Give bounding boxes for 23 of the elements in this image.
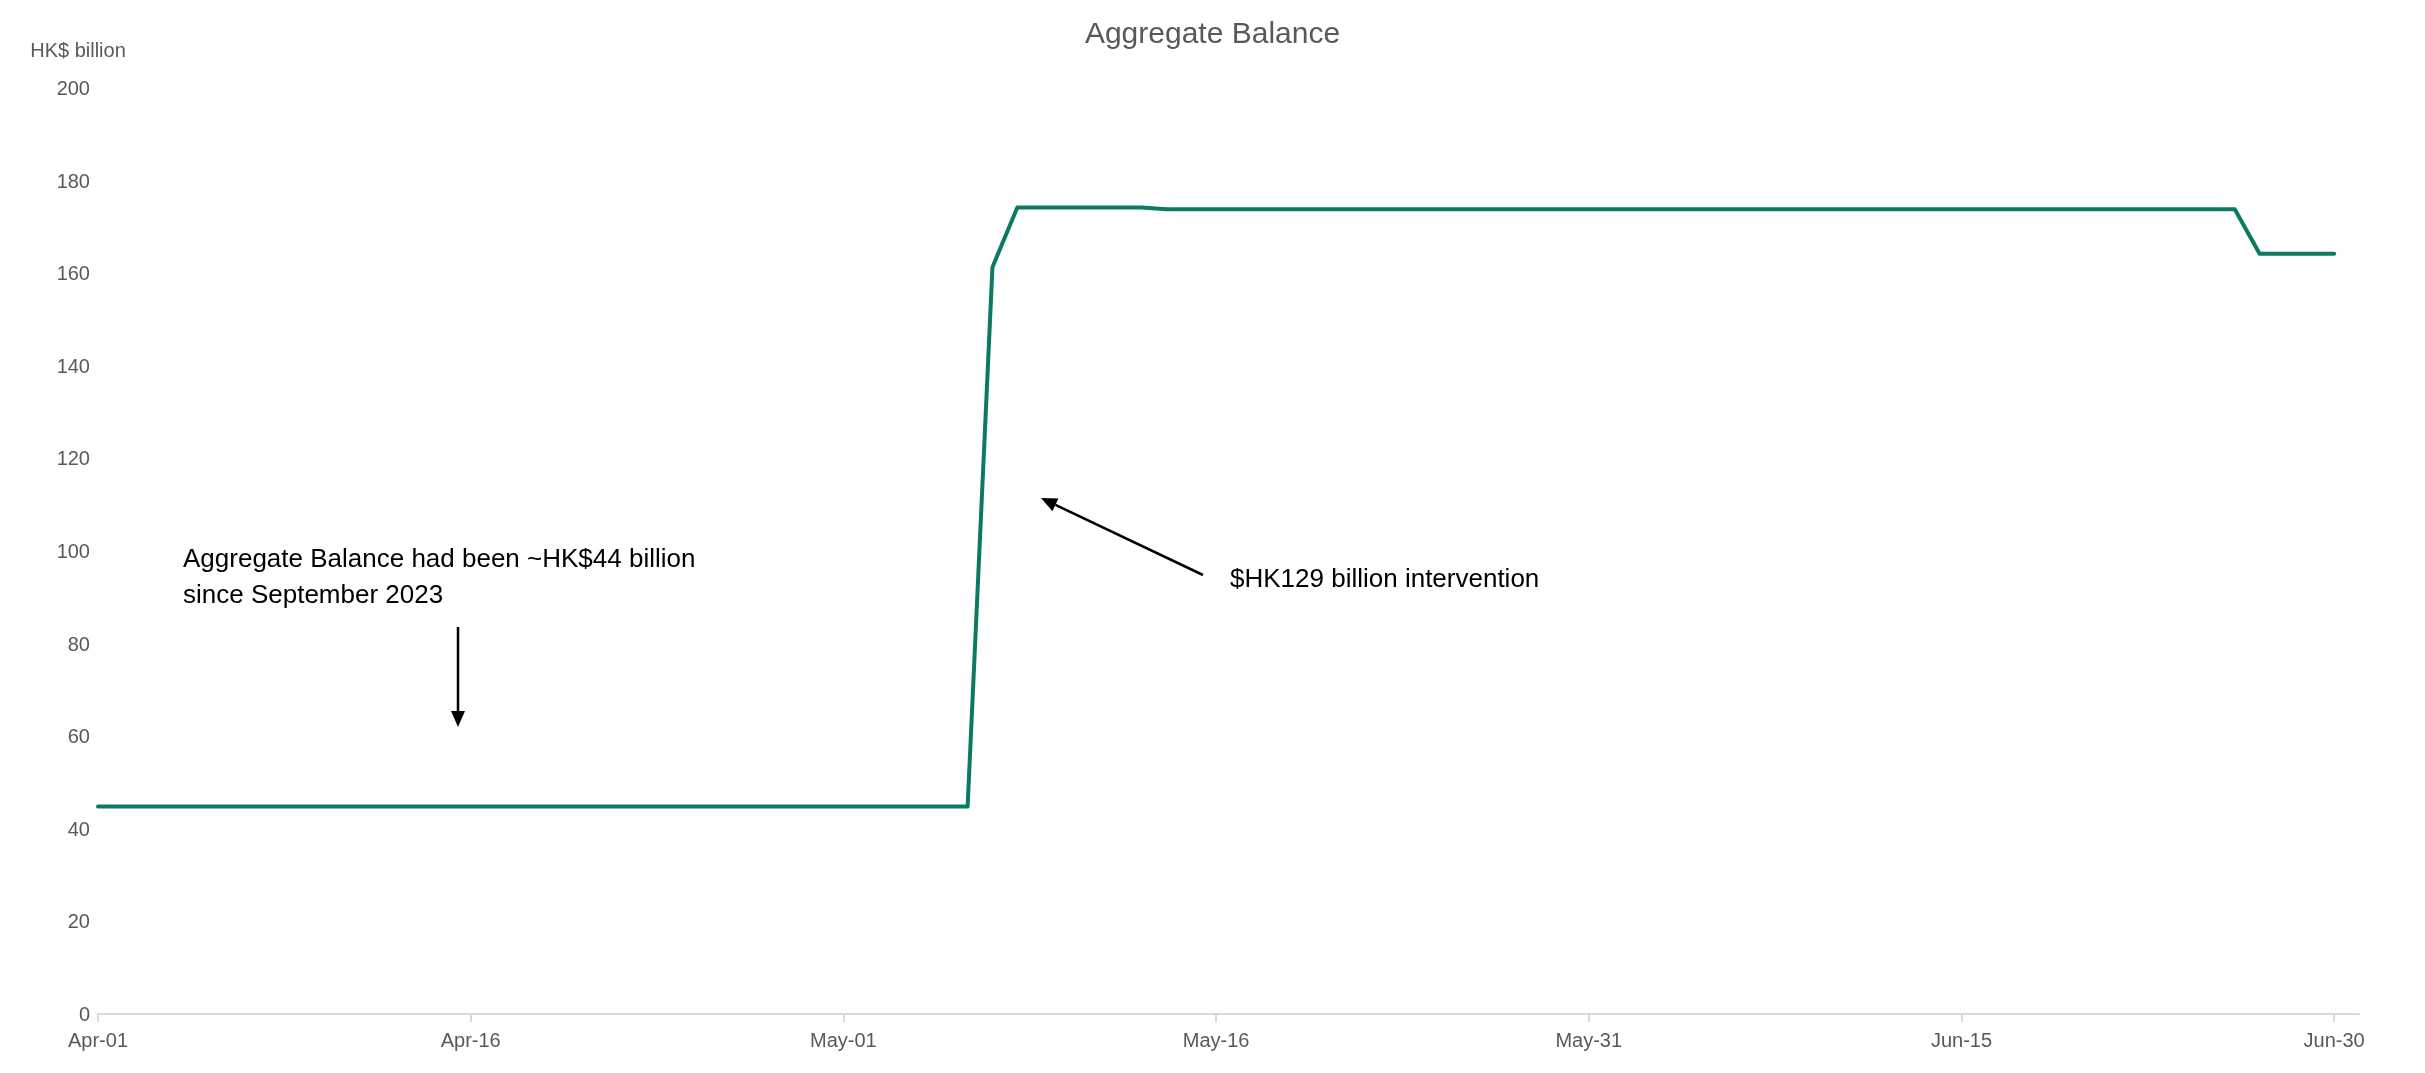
y-tick-label: 0 [78,1003,90,1025]
y-tick-label: 100 [56,540,90,562]
annotation: Aggregate Balance had been ~HK$44 billion since September 2023 [183,543,696,609]
x-tick-label: Jun-30 [2303,1029,2365,1051]
line-series [96,205,2337,809]
x-tick-label: May-31 [1555,1029,1623,1051]
y-tick-label: 40 [67,817,90,840]
x-tick-label: May-16 [1182,1029,1250,1051]
y-tick-label: 20 [67,910,90,933]
chart-title: Aggregate Balance [1084,15,1341,49]
x-tick-label: Jun-15 [1930,1029,1993,1051]
y-axis-title: HK$ billion [30,39,126,61]
y-tick-label: 180 [56,169,90,192]
x-tick-label: Apr-16 [440,1029,501,1051]
y-tick-label: 200 [56,77,90,99]
y-tick-label: 140 [56,354,90,377]
y-tick-label: 60 [67,725,90,748]
x-tick-label: May-01 [810,1029,877,1051]
x-tick-label: Apr-01 [67,1029,129,1051]
y-tick-label: 160 [56,262,90,285]
y-tick-label: 80 [67,632,90,655]
y-tick-label: 120 [56,447,90,470]
annotation: $HK129 billion intervention [1230,563,1540,593]
